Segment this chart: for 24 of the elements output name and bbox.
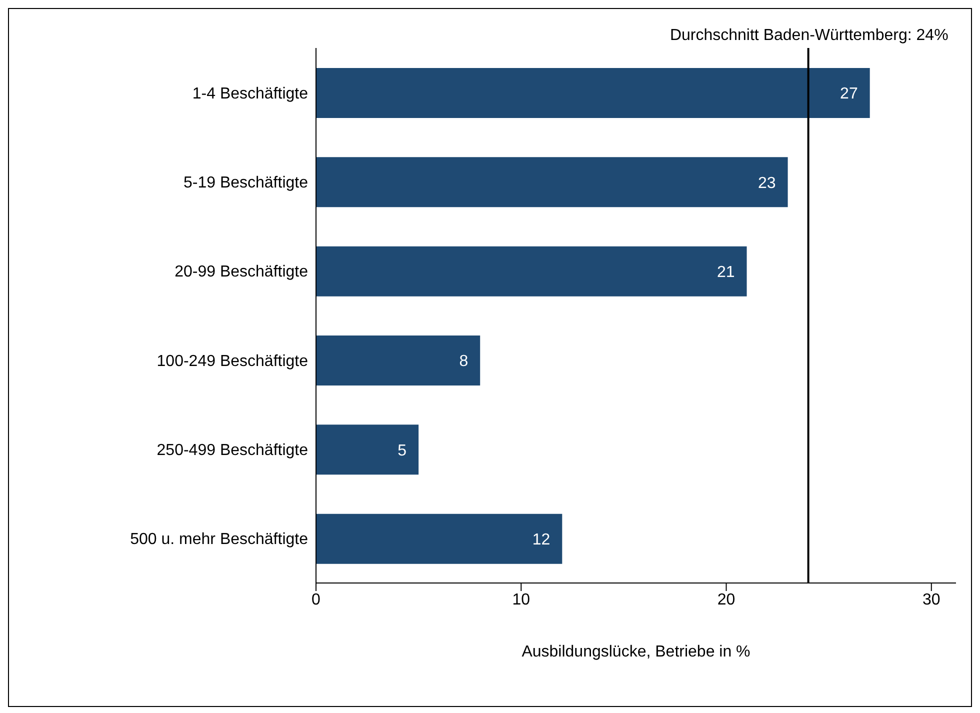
- bar: [316, 157, 788, 208]
- bar: [316, 246, 747, 296]
- y-tick-label: 1-4 Beschäftigte: [192, 85, 308, 102]
- bar: [316, 424, 419, 475]
- data-label: 8: [459, 353, 468, 370]
- y-tick-label: 5-19 Beschäftigte: [183, 174, 308, 192]
- data-label: 27: [840, 86, 858, 103]
- y-tick-label: 250-499 Beschäftigte: [156, 442, 308, 459]
- data-label: 23: [758, 174, 776, 192]
- ref-line-label: Durchschnitt Baden-Württemberg: 24%: [670, 27, 948, 44]
- x-tick-label: 10: [512, 591, 530, 608]
- y-tick-label: 100-249 Beschäftigte: [156, 352, 308, 370]
- bar: [316, 514, 562, 564]
- x-tick-label: 30: [922, 591, 940, 608]
- bar: [316, 336, 480, 386]
- x-tick-label: 20: [717, 591, 736, 608]
- data-label: 5: [398, 442, 407, 460]
- y-tick-label: 500 u. mehr Beschäftigte: [130, 531, 308, 548]
- bar: [316, 68, 870, 118]
- x-tick-label: 0: [312, 591, 321, 608]
- x-axis-title: Ausbildungslücke, Betriebe in %: [522, 643, 750, 660]
- y-tick-label: 20-99 Beschäftigte: [174, 264, 308, 281]
- data-label: 12: [532, 532, 550, 549]
- data-label: 21: [716, 264, 735, 282]
